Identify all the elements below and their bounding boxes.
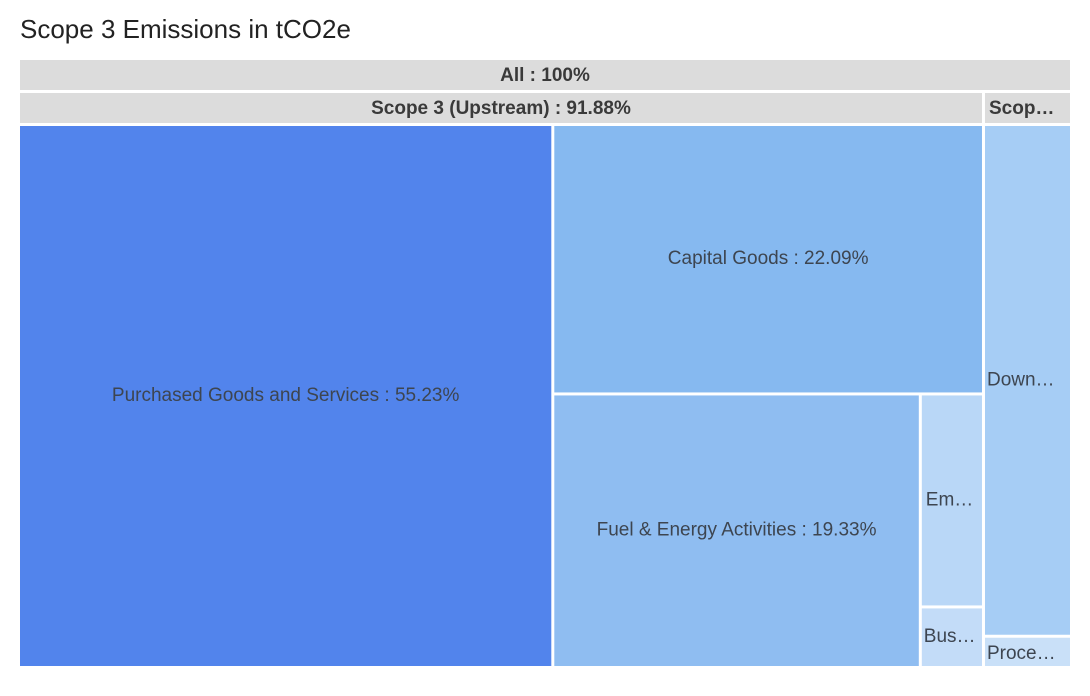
tile-employee-commuting-label: Em… [926, 489, 974, 510]
header-all[interactable] [20, 60, 1070, 90]
tile-capital-goods[interactable] [554, 126, 982, 393]
tile-business-travel-label: Bus… [924, 626, 976, 647]
tile-downstream[interactable] [984, 126, 1070, 635]
tile-processing[interactable] [984, 637, 1070, 666]
tile-fuel-energy[interactable] [554, 395, 919, 666]
tile-purchased-goods[interactable] [20, 126, 552, 666]
chart-title: Scope 3 Emissions in tCO2e [20, 14, 351, 44]
header-scope3-downstream[interactable] [984, 93, 1070, 123]
tile-purchased-goods-label: Purchased Goods and Services : 55.23% [112, 385, 460, 406]
tile-business-travel[interactable] [921, 608, 982, 666]
header-scope3-upstream-label: Scope 3 (Upstream) : 91.88% [371, 98, 631, 119]
tile-processing-label: Proce… [987, 643, 1056, 664]
tile-fuel-energy-label: Fuel & Energy Activities : 19.33% [597, 520, 877, 541]
tile-downstream-label: Down… [987, 369, 1055, 390]
header-scope3-downstream-label: Scop… [989, 98, 1054, 119]
header-scope3-upstream[interactable] [20, 93, 982, 123]
header-all-label: All : 100% [500, 65, 590, 86]
tile-capital-goods-label: Capital Goods : 22.09% [668, 248, 869, 269]
tile-employee-commuting[interactable] [921, 395, 982, 606]
